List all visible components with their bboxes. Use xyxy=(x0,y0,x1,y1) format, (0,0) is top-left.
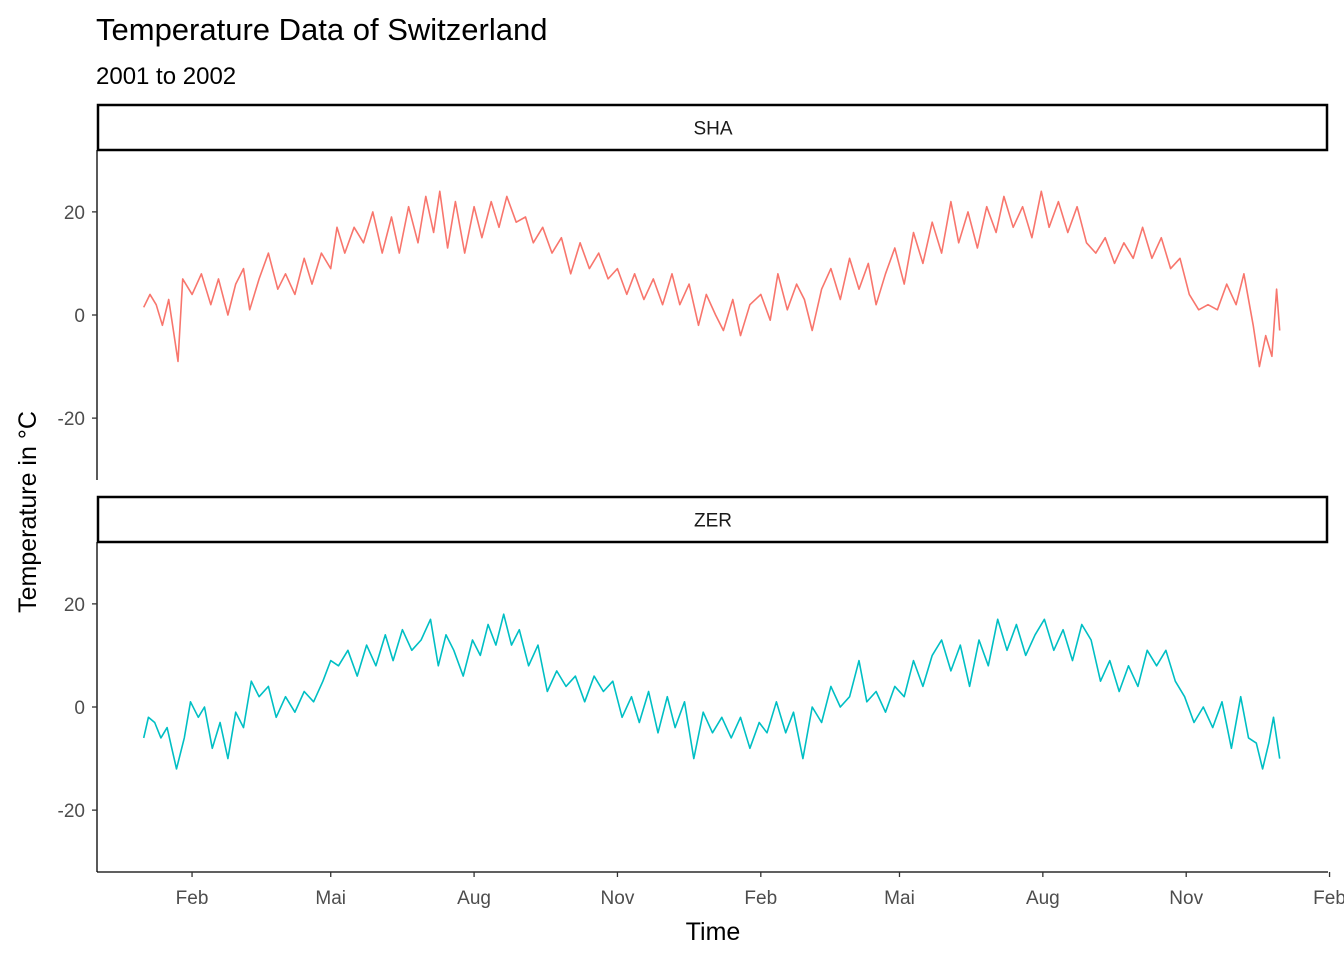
panel-zer: ZER -20 0 20 xyxy=(58,495,1329,872)
chart-subtitle: 2001 to 2002 xyxy=(96,63,236,90)
strip-box xyxy=(96,103,1329,152)
y-tick-label: 20 xyxy=(64,203,85,224)
x-axis-label: Time xyxy=(686,918,741,946)
strip-label: SHA xyxy=(693,119,732,140)
x-tick-label: Nov xyxy=(601,888,635,909)
y-tick-label: -20 xyxy=(58,801,85,822)
series-line-sha xyxy=(142,190,1281,368)
x-axis: Feb Mai Aug Nov Feb Mai Aug Nov Feb xyxy=(97,871,1344,909)
strip-box xyxy=(96,495,1329,544)
chart-title: Temperature Data of Switzerland xyxy=(96,12,547,47)
x-tick-label: Aug xyxy=(457,888,491,909)
x-tick-label: Feb xyxy=(176,888,209,909)
x-tick-label: Feb xyxy=(1313,888,1344,909)
x-tick-label: Mai xyxy=(315,888,346,909)
y-tick-label: 0 xyxy=(74,698,85,719)
y-tick-label: 20 xyxy=(64,595,85,616)
strip-label: ZER xyxy=(694,511,732,532)
panel-sha: SHA -20 0 20 xyxy=(58,103,1329,480)
series-line-zer xyxy=(142,613,1281,770)
facet-panels: SHA -20 0 20 ZER -20 0 20 xyxy=(58,103,1329,872)
x-tick-label: Feb xyxy=(744,888,777,909)
x-tick-label: Nov xyxy=(1169,888,1203,909)
y-axis-label: Temperature in °C xyxy=(14,411,42,613)
x-tick-label: Aug xyxy=(1026,888,1060,909)
y-tick-label: -20 xyxy=(58,409,85,430)
x-tick-label: Mai xyxy=(884,888,915,909)
y-tick-label: 0 xyxy=(74,306,85,327)
